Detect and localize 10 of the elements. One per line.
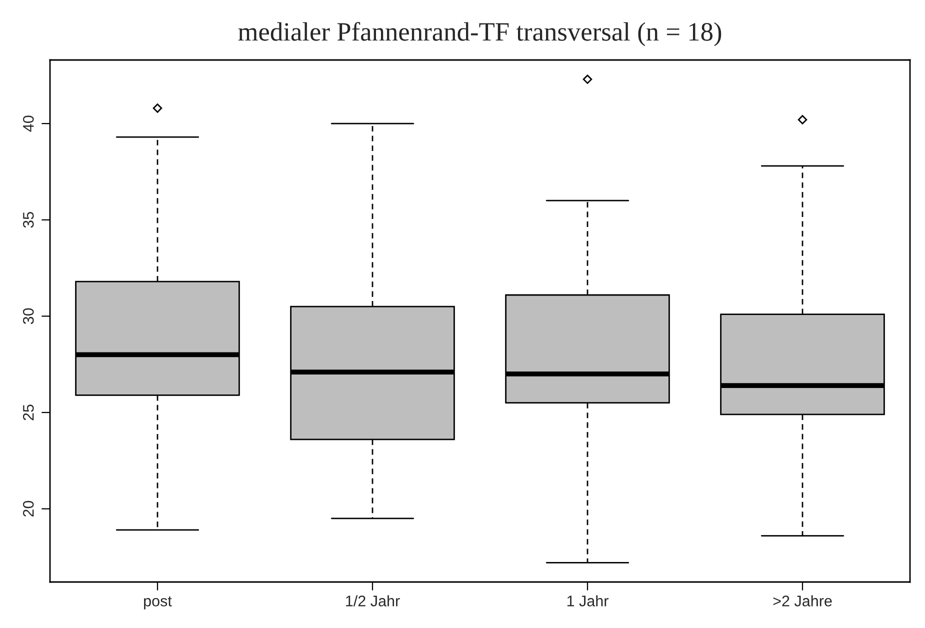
chart-title: medialer Pfannenrand-TF transversal (n = 18)	[238, 22, 722, 46]
y-tick-label: 35	[22, 212, 34, 228]
x-tick-label: >2 Jahre	[773, 595, 832, 606]
y-tick-label: 25	[22, 404, 34, 420]
x-tick-label: 1/2 Jahr	[346, 595, 400, 606]
y-tick-label: 20	[22, 500, 34, 517]
x-tick-label: post	[144, 596, 172, 610]
y-tick-label: 40	[22, 116, 34, 132]
x-tick-label: 1 Jahr	[567, 595, 608, 606]
y-tick-label: 30	[22, 308, 34, 324]
